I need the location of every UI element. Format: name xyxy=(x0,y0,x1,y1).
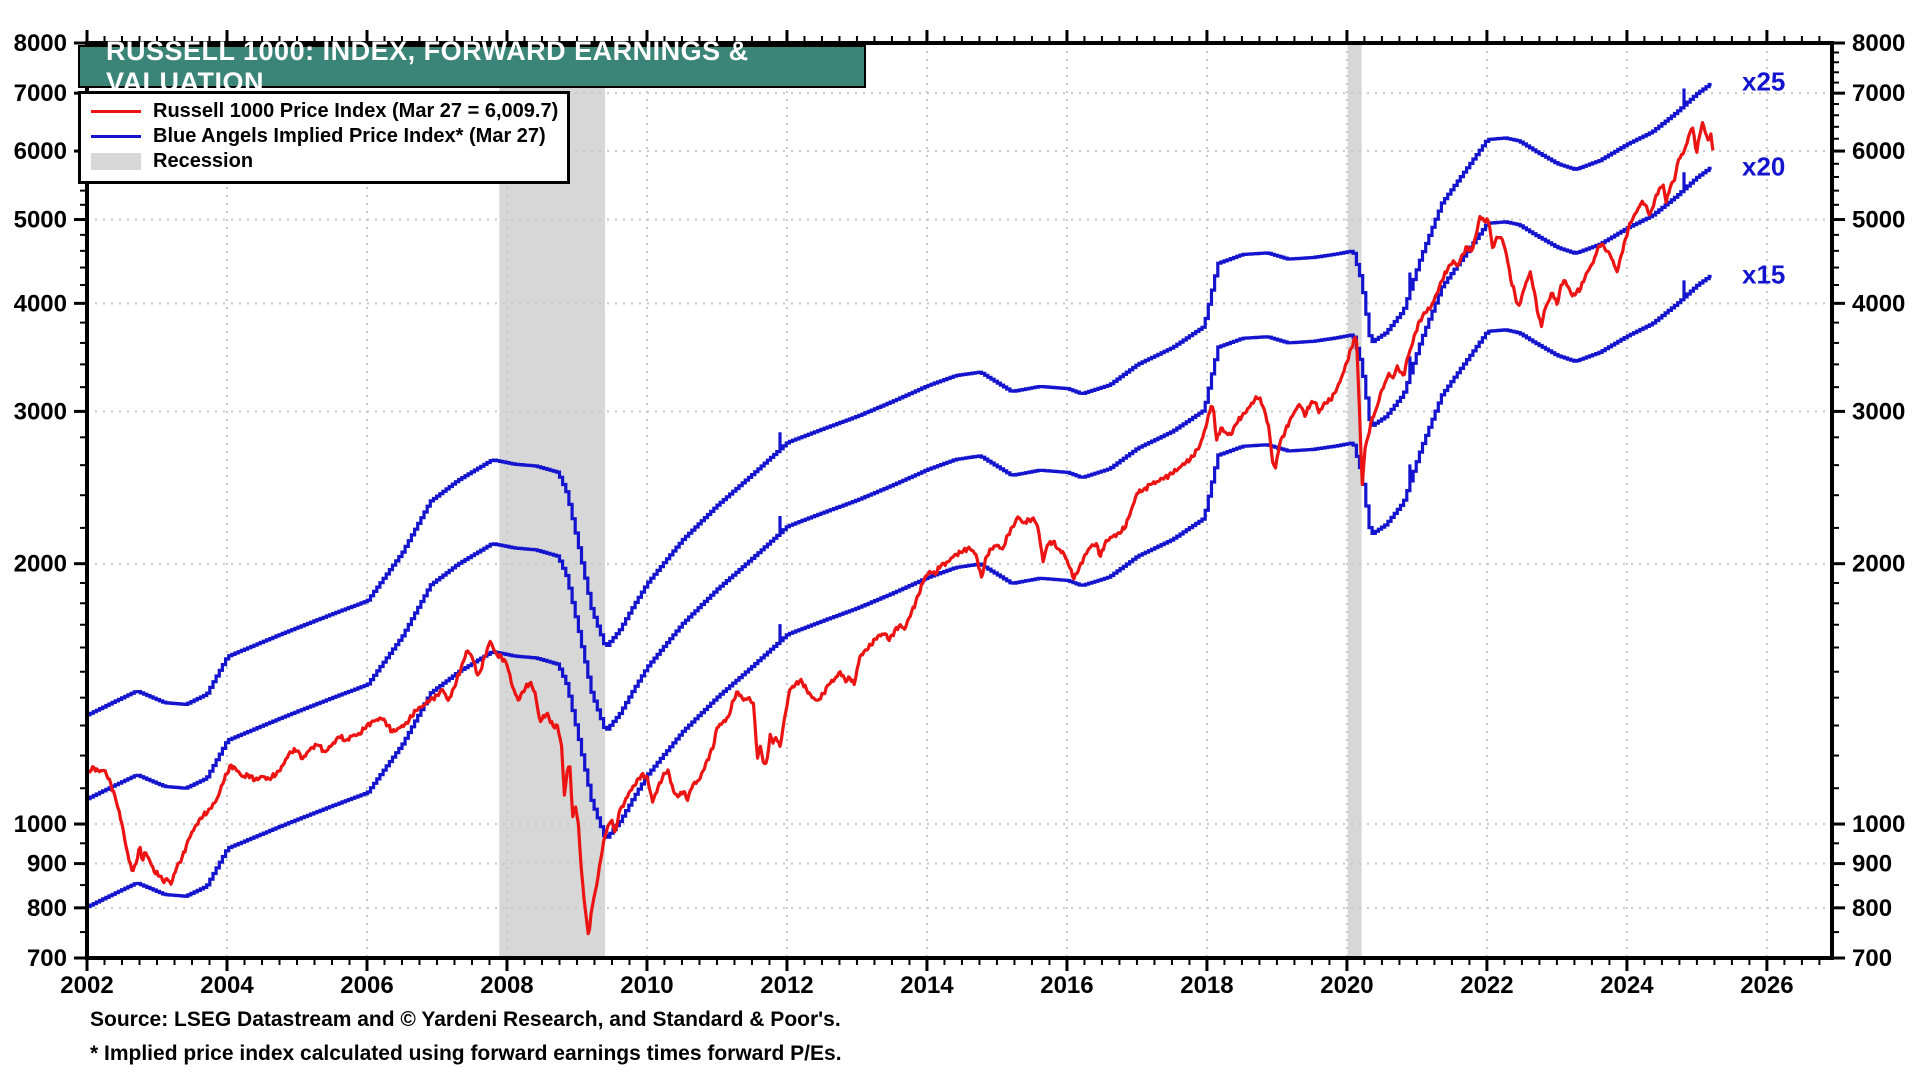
y-axis-label-left: 2000 xyxy=(14,551,67,578)
chart-legend: Russell 1000 Price Index (Mar 27 = 6,009… xyxy=(78,91,570,184)
y-axis-label-left: 6000 xyxy=(14,138,67,165)
blue-angels-x15-line xyxy=(87,274,1712,909)
legend-item-russell: Russell 1000 Price Index (Mar 27 = 6,009… xyxy=(91,99,559,124)
legend-label-russell: Russell 1000 Price Index (Mar 27 = 6,009… xyxy=(153,100,559,122)
y-axis-label-right: 700 xyxy=(1852,945,1892,972)
x-axis-label: 2002 xyxy=(60,972,113,999)
blue-angels-x20-line xyxy=(87,166,1712,801)
y-axis-label-right: 5000 xyxy=(1852,207,1905,234)
y-axis-label-right: 900 xyxy=(1852,851,1892,878)
y-axis-label-right: 4000 xyxy=(1852,290,1905,317)
x-axis-label: 2006 xyxy=(340,972,393,999)
plot-border xyxy=(85,41,1834,960)
legend-label-recession: Recession xyxy=(153,150,254,172)
y-axis-label-right: 800 xyxy=(1852,895,1892,922)
multiple-annotation-x15: x15 xyxy=(1742,259,1785,289)
x-axis-label: 2022 xyxy=(1460,972,1513,999)
y-axis-label-left: 1000 xyxy=(14,811,67,838)
y-axis-label-left: 4000 xyxy=(14,290,67,317)
recession-band xyxy=(499,43,605,958)
y-axis-label-left: 700 xyxy=(27,945,67,972)
russell-1000-price-line xyxy=(85,121,1715,936)
legend-item-recession: Recession xyxy=(91,149,557,174)
recession-band xyxy=(1347,43,1362,958)
red-line-swatch-icon xyxy=(91,110,141,113)
x-axis-label: 2026 xyxy=(1740,972,1793,999)
legend-label-blue-angels: Blue Angels Implied Price Index* (Mar 27… xyxy=(153,125,546,147)
footnote-line: * Implied price index calculated using f… xyxy=(90,1042,842,1065)
multiple-annotation-x25: x25 xyxy=(1742,66,1785,96)
recession-swatch-icon xyxy=(91,153,141,170)
source-line: Source: LSEG Datastream and © Yardeni Re… xyxy=(90,1008,841,1031)
chart-title: RUSSELL 1000: INDEX, FORWARD EARNINGS & … xyxy=(106,35,749,97)
x-axis-label: 2024 xyxy=(1600,972,1654,999)
x-axis-label: 2016 xyxy=(1040,972,1093,999)
y-axis-label-right: 3000 xyxy=(1852,398,1905,425)
y-axis-label-left: 5000 xyxy=(14,207,67,234)
y-axis-label-right: 8000 xyxy=(1852,30,1905,57)
y-axis-label-left: 900 xyxy=(27,851,67,878)
y-axis-label-right: 6000 xyxy=(1852,138,1905,165)
y-axis-label-right: 2000 xyxy=(1852,551,1905,578)
chart-title-banner: RUSSELL 1000: INDEX, FORWARD EARNINGS & … xyxy=(78,36,866,97)
x-axis-label: 2010 xyxy=(620,972,673,999)
blue-line-swatch-icon xyxy=(91,135,141,138)
x-axis-label: 2018 xyxy=(1180,972,1233,999)
y-axis-label-left: 800 xyxy=(27,895,67,922)
x-axis-label: 2008 xyxy=(480,972,533,999)
x-axis-label: 2012 xyxy=(760,972,813,999)
y-axis-label-left: 7000 xyxy=(14,80,67,107)
legend-item-blue-angels: Blue Angels Implied Price Index* (Mar 27… xyxy=(91,124,557,149)
y-axis-label-left: 8000 xyxy=(14,30,67,57)
y-axis-label-left: 3000 xyxy=(14,398,67,425)
x-axis-label: 2020 xyxy=(1320,972,1373,999)
x-axis-label: 2014 xyxy=(900,972,954,999)
y-axis-label-right: 7000 xyxy=(1852,80,1905,107)
multiple-annotation-x20: x20 xyxy=(1742,152,1785,182)
x-axis-label: 2004 xyxy=(200,972,254,999)
y-axis-label-right: 1000 xyxy=(1852,811,1905,838)
blue-angels-x25-line xyxy=(87,82,1712,717)
